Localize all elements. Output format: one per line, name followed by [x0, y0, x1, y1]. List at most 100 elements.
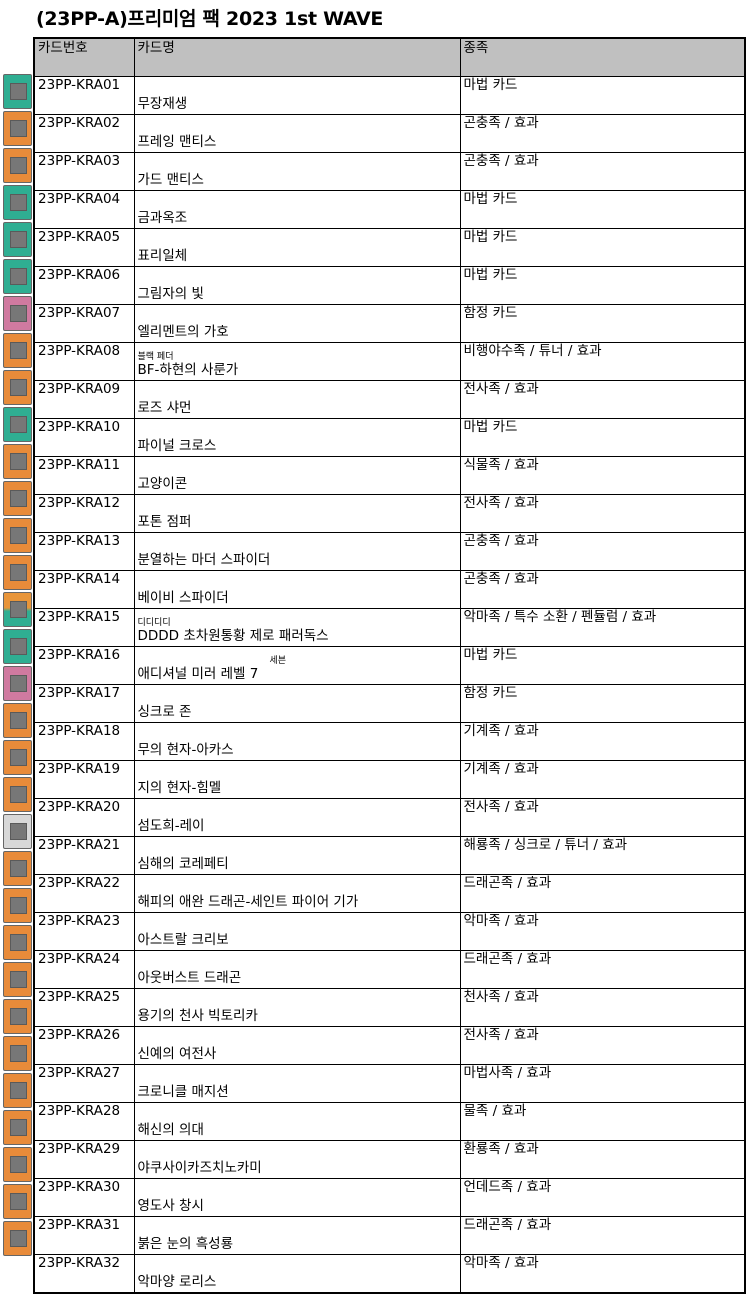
card-type: 마법사족 / 효과 — [459, 1064, 746, 1103]
card-name: 아웃버스트 드래곤 — [137, 970, 242, 986]
card-code: 23PP-KRA24 — [33, 950, 135, 989]
card-name-ruby: 블랙 페더 — [137, 352, 174, 362]
card-name-cell: 붉은 눈의 흑성룡 — [133, 1216, 461, 1255]
spell-card-icon — [3, 222, 32, 257]
effect-card-icon — [3, 111, 32, 146]
card-code: 23PP-KRA20 — [33, 798, 135, 837]
card-type: 해룡족 / 싱크로 / 튜너 / 효과 — [459, 836, 746, 875]
card-type: 전사족 / 효과 — [459, 798, 746, 837]
effect-card-icon — [3, 777, 32, 812]
effect-card-icon — [3, 370, 32, 405]
card-type: 기계족 / 효과 — [459, 760, 746, 799]
card-type: 마법 카드 — [459, 646, 746, 685]
card-name: 프레잉 맨티스 — [137, 134, 217, 150]
card-code: 23PP-KRA18 — [33, 722, 135, 761]
card-code: 23PP-KRA25 — [33, 988, 135, 1027]
card-type: 기계족 / 효과 — [459, 722, 746, 761]
table-row: 23PP-KRA05 표리일체 마법 카드 — [33, 228, 746, 267]
card-name-cell: 해피의 애완 드래곤-세인트 파이어 기가 — [133, 874, 461, 913]
card-code: 23PP-KRA10 — [33, 418, 135, 457]
card-code: 23PP-KRA21 — [33, 836, 135, 875]
card-name: 용기의 천사 빅토리카 — [137, 1008, 258, 1024]
card-name-cell: 표리일체 — [133, 228, 461, 267]
effect-card-icon — [3, 333, 32, 368]
effect-card-icon — [3, 444, 32, 479]
card-name: 그림자의 빛 — [137, 286, 204, 302]
card-name: 야쿠사이카즈치노카미 — [137, 1160, 262, 1176]
card-code: 23PP-KRA07 — [33, 304, 135, 343]
effect-card-icon — [3, 1073, 32, 1108]
table-row: 23PP-KRA15 디디디디 DDDD 초차원통황 제로 패러독스 악마족 / 특수… — [33, 608, 746, 647]
card-name: 지의 현자-힘멜 — [137, 780, 222, 796]
table-row: 23PP-KRA02 프레잉 맨티스 곤충족 / 효과 — [33, 114, 746, 153]
card-code: 23PP-KRA17 — [33, 684, 135, 723]
card-code: 23PP-KRA03 — [33, 152, 135, 191]
card-type: 악마족 / 특수 소환 / 펜듈럼 / 효과 — [459, 608, 746, 647]
card-type: 환룡족 / 효과 — [459, 1140, 746, 1179]
card-name: 금과옥조 — [137, 210, 188, 226]
table-row: 23PP-KRA26 신예의 여전사 전사족 / 효과 — [33, 1026, 746, 1065]
effect-card-icon — [3, 925, 32, 960]
card-name-cell: 악마양 로리스 — [133, 1254, 461, 1294]
card-type: 함정 카드 — [459, 684, 746, 723]
card-name: 베이비 스파이더 — [137, 590, 229, 606]
card-type: 마법 카드 — [459, 190, 746, 229]
card-name-cell: 크로니클 매지션 — [133, 1064, 461, 1103]
card-list-table: 카드번호 카드명 종족 23PP-KRA01 무장재생 마법 카드 23PP-KRA0… — [33, 37, 746, 1294]
table-row: 23PP-KRA08 블랙 페더 BF-하현의 사룬가 비행야수족 / 튜너 / 효과 — [33, 342, 746, 381]
card-type: 식물족 / 효과 — [459, 456, 746, 495]
card-code: 23PP-KRA28 — [33, 1102, 135, 1141]
card-code: 23PP-KRA02 — [33, 114, 135, 153]
card-name: 애디셔널 미러 레벨 7 — [137, 666, 259, 682]
card-type: 악마족 / 효과 — [459, 1254, 746, 1294]
card-name: 신예의 여전사 — [137, 1046, 217, 1062]
card-name-cell: 야쿠사이카즈치노카미 — [133, 1140, 461, 1179]
card-name: 무의 현자-아카스 — [137, 742, 234, 758]
card-type: 마법 카드 — [459, 228, 746, 267]
card-name: 무장재생 — [137, 96, 188, 112]
spell-card-icon — [3, 74, 32, 109]
card-type: 전사족 / 효과 — [459, 380, 746, 419]
card-code: 23PP-KRA31 — [33, 1216, 135, 1255]
card-code: 23PP-KRA29 — [33, 1140, 135, 1179]
card-name: 악마양 로리스 — [137, 1274, 217, 1290]
card-name: 심해의 코레페티 — [137, 856, 229, 872]
card-name: 고양이콘 — [137, 476, 188, 492]
card-name: BF-하현의 사룬가 — [137, 362, 239, 378]
table-row: 23PP-KRA16 세븐 애디셔널 미러 레벨 7 마법 카드 — [33, 646, 746, 685]
table-row: 23PP-KRA23 아스트랄 크리보 악마족 / 효과 — [33, 912, 746, 951]
card-name-ruby: 세븐 — [269, 656, 287, 666]
table-header: 카드번호 카드명 종족 — [33, 37, 746, 77]
table-row: 23PP-KRA06 그림자의 빛 마법 카드 — [33, 266, 746, 305]
card-name-cell: 가드 맨티스 — [133, 152, 461, 191]
effect-card-icon — [3, 962, 32, 997]
card-type: 곤충족 / 효과 — [459, 570, 746, 609]
table-row: 23PP-KRA20 섬도희-레이 전사족 / 효과 — [33, 798, 746, 837]
card-name: 아스트랄 크리보 — [137, 932, 229, 948]
card-type: 마법 카드 — [459, 418, 746, 457]
table-row: 23PP-KRA30 영도사 창시 언데드족 / 효과 — [33, 1178, 746, 1217]
card-code: 23PP-KRA22 — [33, 874, 135, 913]
table-row: 23PP-KRA13 분열하는 마더 스파이더 곤충족 / 효과 — [33, 532, 746, 571]
card-code: 23PP-KRA09 — [33, 380, 135, 419]
card-type: 마법 카드 — [459, 76, 746, 115]
table-row: 23PP-KRA07 엘리멘트의 가호 함정 카드 — [33, 304, 746, 343]
page-title: (23PP-A)프리미엄 팩 2023 1st WAVE — [36, 8, 384, 30]
card-name-ruby: 디디디디 — [137, 618, 171, 628]
card-name: 로즈 샤먼 — [137, 400, 192, 416]
table-row: 23PP-KRA24 아웃버스트 드래곤 드래곤족 / 효과 — [33, 950, 746, 989]
card-name-cell: 아웃버스트 드래곤 — [133, 950, 461, 989]
card-type: 비행야수족 / 튜너 / 효과 — [459, 342, 746, 381]
card-type: 함정 카드 — [459, 304, 746, 343]
header-code: 카드번호 — [33, 37, 135, 77]
table-row: 23PP-KRA01 무장재생 마법 카드 — [33, 76, 746, 115]
trap-card-icon — [3, 296, 32, 331]
spell-card-icon — [3, 407, 32, 442]
effect-card-icon — [3, 888, 32, 923]
effect-card-icon — [3, 148, 32, 183]
card-name: 표리일체 — [137, 248, 188, 264]
card-name-cell: 무장재생 — [133, 76, 461, 115]
effect-card-icon — [3, 740, 32, 775]
table-row: 23PP-KRA25 용기의 천사 빅토리카 천사족 / 효과 — [33, 988, 746, 1027]
